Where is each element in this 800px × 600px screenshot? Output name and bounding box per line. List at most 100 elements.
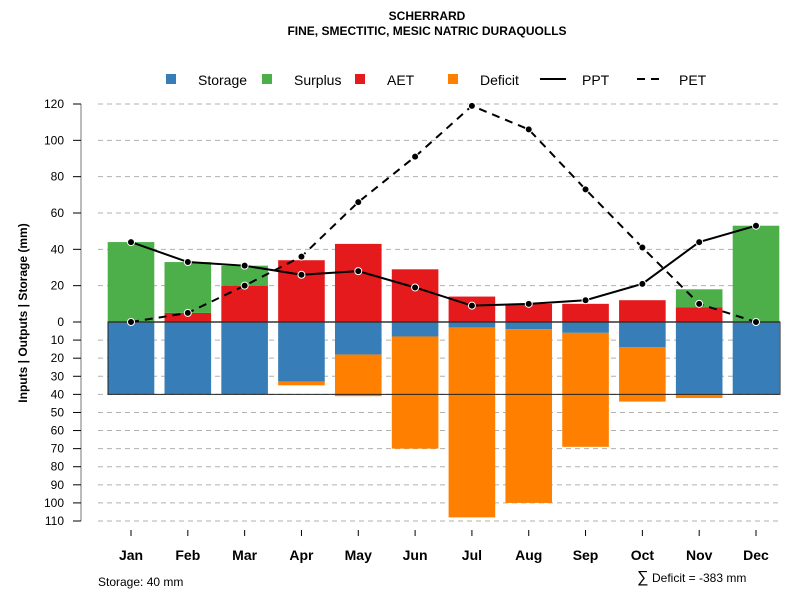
aet-bar — [675, 307, 723, 322]
surplus-bar — [107, 242, 155, 322]
storage-bar — [448, 322, 496, 328]
x-tick-label: Mar — [232, 547, 257, 563]
y-tick-label: 120 — [44, 97, 64, 111]
x-tick-label: Jun — [403, 547, 428, 563]
x-tick-label: Sep — [573, 547, 599, 563]
aet-bar — [278, 260, 325, 322]
sum-symbol: ∑ — [637, 569, 648, 586]
surplus-bar — [675, 289, 723, 308]
storage-bar — [164, 322, 212, 395]
ppt-point — [467, 301, 476, 310]
deficit-bar — [675, 394, 723, 398]
pet-point — [695, 299, 704, 308]
ppt-point — [411, 283, 420, 292]
storage-bar — [278, 322, 325, 382]
y-axis-label: Inputs | Outputs | Storage (mm) — [16, 223, 30, 402]
deficit-bar — [391, 336, 439, 449]
y-tick-label: 40 — [51, 242, 65, 256]
legend-label: Surplus — [294, 72, 341, 88]
storage-annotation: Storage: 40 mm — [98, 575, 183, 589]
pet-point — [297, 252, 306, 261]
storage-bar — [334, 322, 382, 355]
aet-bar — [164, 312, 212, 322]
storage-bar — [732, 322, 780, 395]
y-axis: 0 20 40 60 80 100 120 10 20 30 40 50 60 70 80 90 100 110 — [44, 97, 82, 528]
x-tick-label: Apr — [289, 547, 314, 563]
pet-line — [130, 104, 757, 323]
aet-bar — [221, 285, 268, 322]
deficit-bar — [278, 381, 325, 386]
legend-label: PET — [679, 72, 707, 88]
y-tick-label: 10 — [51, 333, 65, 347]
y-tick-label: 90 — [51, 478, 65, 492]
ppt-point — [183, 258, 192, 267]
pet-point — [411, 152, 420, 161]
legend-label: PPT — [582, 72, 610, 88]
ppt-point — [240, 261, 249, 270]
pet-point — [183, 308, 192, 317]
x-tick-label: Feb — [175, 547, 200, 563]
x-tick-label: Oct — [631, 547, 655, 563]
y-tick-label: 100 — [44, 496, 64, 510]
ppt-point — [752, 221, 760, 230]
legend-label: Deficit — [480, 72, 519, 88]
y-tick-label: 80 — [51, 170, 65, 184]
storage-bar — [675, 322, 723, 395]
aet-bar — [334, 243, 382, 322]
ppt-point — [297, 270, 306, 279]
legend-swatch — [355, 74, 365, 84]
aet-bar — [391, 269, 439, 322]
ppt-point — [524, 299, 533, 308]
aet-bar — [562, 303, 609, 322]
deficit-bar — [505, 329, 553, 503]
pet-point — [240, 281, 249, 290]
deficit-bar — [448, 327, 496, 518]
ppt-point — [354, 267, 363, 276]
x-tick-label: Dec — [743, 547, 769, 563]
storage-bar — [619, 322, 666, 348]
x-tick-label: Aug — [515, 547, 542, 563]
deficit-bar — [334, 354, 382, 397]
legend-label: AET — [387, 72, 415, 88]
y-tick-label: 40 — [51, 387, 65, 401]
y-tick-label: 30 — [51, 369, 65, 383]
chart-title: SCHERRARD — [389, 9, 466, 23]
storage-bar — [391, 322, 439, 337]
legend-label: Storage — [198, 72, 247, 88]
pet-point — [638, 243, 647, 252]
y-tick-label: 70 — [51, 442, 65, 456]
y-tick-label: 60 — [51, 424, 65, 438]
y-tick-label: 60 — [51, 206, 65, 220]
pet-point — [524, 125, 533, 134]
pet-point — [581, 185, 590, 194]
x-tick-label: Jan — [119, 547, 143, 563]
pet-point — [127, 318, 135, 326]
storage-frame — [107, 321, 781, 395]
x-tick-label: Jul — [462, 547, 482, 563]
y-tick-label: 110 — [45, 514, 64, 528]
storage-bar — [107, 322, 155, 395]
deficit-bar — [562, 332, 609, 447]
storage-bar — [505, 322, 553, 330]
deficit-bar — [619, 347, 666, 402]
y-tick-label: 20 — [51, 279, 65, 293]
pet-point — [467, 101, 476, 110]
ppt-point — [581, 296, 590, 305]
aet-bar — [619, 300, 666, 322]
deficit-sum-annotation: Deficit = -383 mm — [652, 571, 746, 585]
legend: Storage Surplus AET Deficit PPT PET — [166, 72, 707, 88]
ppt-point — [638, 279, 647, 288]
legend-swatch — [166, 74, 176, 84]
y-tick-label: 80 — [51, 460, 65, 474]
y-tick-label: 50 — [51, 405, 65, 419]
legend-swatch — [448, 74, 458, 84]
ppt-point — [695, 238, 704, 247]
pet-point — [752, 318, 760, 326]
gridlines — [98, 103, 780, 522]
x-axis: Jan Feb Mar Apr May Jun Jul Aug Sep Oct Nov Dec — [119, 530, 769, 563]
ppt-line — [130, 224, 757, 307]
aet-bar — [505, 303, 553, 322]
x-tick-label: Nov — [686, 547, 713, 563]
bars — [107, 225, 780, 518]
